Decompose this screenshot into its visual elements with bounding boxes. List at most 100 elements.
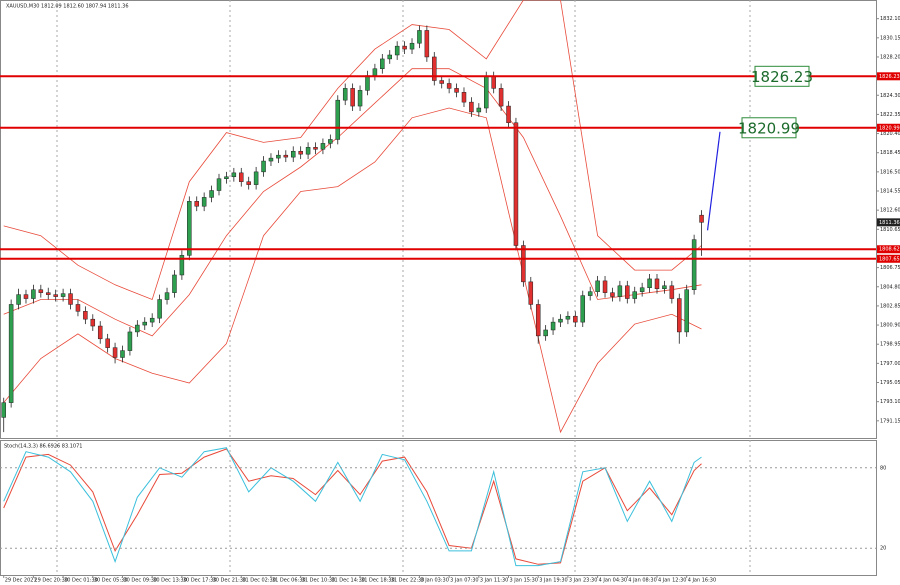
y-tick-label: 1822.35 — [880, 112, 900, 118]
y-tick-label: 1824.30 — [880, 93, 900, 99]
x-tick-label: 3 Jan 07:30 — [450, 578, 478, 584]
candle-body — [454, 88, 459, 93]
candle-body — [528, 281, 534, 305]
y-tick-label: 1797.00 — [880, 361, 900, 367]
candle-body — [639, 287, 645, 292]
price-panel — [0, 0, 877, 439]
candle-body — [380, 58, 385, 69]
candle-body — [484, 76, 489, 109]
y-tick-label: 1814.55 — [880, 189, 900, 195]
candle-body — [342, 88, 348, 101]
forecast-line — [706, 131, 721, 231]
x-tick-label: 31 Dec 14:30 — [331, 578, 365, 584]
candle-body — [157, 299, 162, 319]
candle-body — [439, 80, 444, 84]
candle-body — [38, 289, 44, 293]
chart-header: XAUUSD,M30 1812.09 1812.60 1807.94 1811.… — [6, 4, 129, 10]
y-tick-label: 1820.40 — [880, 131, 900, 137]
y-tick-label: 1812.60 — [880, 208, 900, 214]
candle-body — [68, 293, 73, 305]
candle-body — [424, 30, 430, 58]
level-axis-label: 1820.99 — [879, 125, 900, 131]
candle-body — [432, 56, 437, 81]
candle-body — [498, 88, 504, 107]
candle-body — [699, 214, 704, 223]
candle-body — [90, 318, 96, 327]
candle-body — [669, 285, 675, 299]
candle-body — [127, 331, 133, 351]
candle-body — [662, 285, 667, 289]
candle-body — [23, 294, 29, 299]
candle-body — [209, 190, 214, 198]
candle-body — [617, 285, 623, 297]
candle-body — [550, 321, 556, 331]
candle-body — [409, 42, 415, 50]
stochastic-plot — [3, 447, 702, 567]
stochastic-panel — [0, 440, 877, 576]
candle-body — [350, 88, 355, 107]
candle-body — [394, 45, 400, 56]
candle-body — [261, 160, 266, 173]
candle-body — [201, 197, 207, 207]
x-tick-label: 30 Dec 01:30 — [64, 578, 98, 584]
candle-body — [602, 280, 608, 293]
day-separators — [56, 0, 751, 575]
y-tick-label: 1816.50 — [880, 169, 900, 175]
x-tick-label: 3 Jan 15:30 — [510, 578, 538, 584]
candle-body — [320, 143, 326, 150]
x-tick-label: 30 Dec 21:30 — [213, 578, 247, 584]
candle-body — [179, 255, 185, 276]
candle-body — [1, 402, 6, 418]
candle-body — [476, 107, 482, 113]
x-tick-label: 4 Jan 12:30 — [658, 578, 686, 584]
candle-body — [565, 315, 571, 320]
candle-body — [75, 304, 81, 312]
x-tick-label: 30 Dec 13:30 — [153, 578, 187, 584]
annotation-box — [741, 117, 797, 139]
y-tick-label: 1806.75 — [880, 265, 900, 271]
candle-body — [16, 294, 21, 305]
candle-body — [595, 280, 600, 292]
candle-body — [357, 90, 363, 107]
y-tick-label: 1800.90 — [880, 323, 900, 329]
candle-body — [506, 105, 511, 124]
y-tick-label: 1802.85 — [880, 303, 900, 309]
candle-body — [112, 347, 118, 358]
y-tick-label: 1793.10 — [880, 399, 900, 405]
x-tick-label: 31 Dec 22:30 — [391, 578, 425, 584]
level-axis-label: 1807.65 — [879, 256, 900, 262]
y-tick-label: 1810.65 — [880, 227, 900, 233]
level-axis-box — [877, 72, 900, 81]
stochastic-tick-label: 20 — [880, 546, 886, 552]
candle-body — [164, 292, 170, 300]
level-axis-box — [877, 245, 900, 254]
candle-body — [268, 157, 274, 162]
candle-body — [402, 45, 407, 50]
candle-body — [253, 171, 259, 185]
candle-body — [328, 139, 333, 144]
x-tick-label: 4 Jan 04:30 — [599, 578, 627, 584]
price-plot — [1, 0, 704, 434]
candle-body — [535, 304, 541, 337]
candle-body — [365, 75, 370, 91]
level-axis-box — [877, 254, 900, 263]
candle-body — [231, 172, 237, 178]
candle-body — [105, 338, 110, 348]
candle-body — [610, 292, 615, 297]
candle-body — [335, 99, 341, 140]
candle-body — [446, 83, 452, 89]
y-tick-label: 1804.80 — [880, 284, 900, 290]
candle-body — [469, 101, 474, 113]
candle-body — [513, 122, 519, 246]
candle-body — [194, 201, 199, 207]
bollinger-upper — [3, 0, 702, 301]
candle-body — [46, 292, 51, 295]
current-price-label: 1811.36 — [879, 220, 900, 226]
candle-body — [691, 239, 697, 290]
bollinger-lower — [3, 107, 702, 434]
x-tick-label: 3 Jan 19:30 — [539, 578, 567, 584]
level-axis-label: 1808.62 — [879, 247, 900, 253]
candle-body — [305, 147, 311, 155]
candle-body — [521, 245, 526, 283]
